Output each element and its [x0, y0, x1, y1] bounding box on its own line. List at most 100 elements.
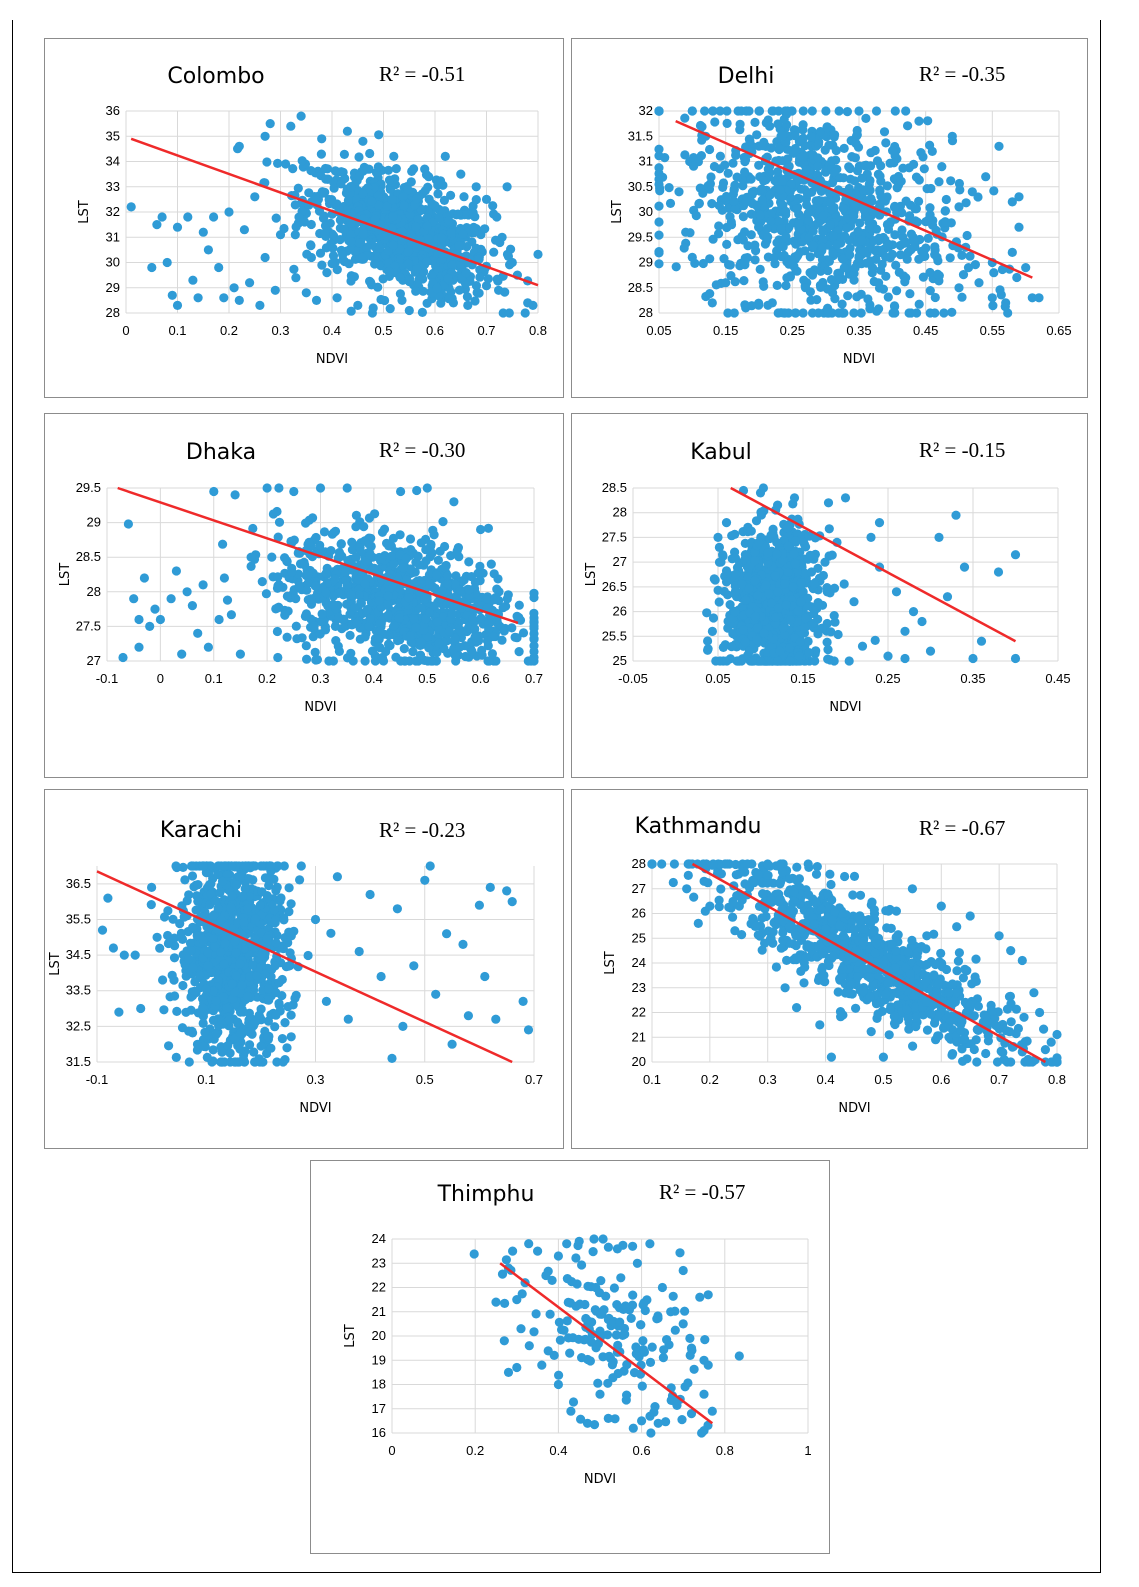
data-point	[946, 176, 956, 186]
y-tick-label: 30.5	[628, 179, 653, 194]
data-point	[332, 265, 342, 275]
data-point	[192, 931, 202, 941]
data-point	[790, 536, 800, 546]
data-point	[376, 294, 386, 305]
data-point	[959, 562, 970, 572]
data-point	[470, 632, 481, 642]
data-point	[654, 230, 664, 240]
data-point	[908, 607, 919, 617]
data-point	[828, 231, 839, 241]
data-point	[930, 308, 940, 318]
data-point	[900, 626, 910, 636]
data-point	[317, 260, 327, 270]
data-point	[746, 526, 756, 536]
data-point	[754, 106, 764, 116]
data-point	[458, 229, 468, 239]
data-point	[129, 594, 139, 604]
data-point	[1007, 197, 1017, 207]
data-point	[476, 524, 486, 535]
data-point	[405, 209, 415, 219]
data-point	[427, 199, 437, 209]
data-point	[265, 119, 275, 129]
data-point	[459, 192, 469, 202]
data-point	[955, 185, 965, 195]
data-point	[794, 651, 804, 661]
data-point	[346, 648, 356, 658]
data-point	[309, 621, 319, 631]
data-point	[206, 889, 216, 899]
data-point	[770, 571, 780, 581]
y-axis-label: LST	[584, 563, 599, 586]
data-point	[282, 591, 292, 601]
data-point	[398, 563, 408, 573]
data-point	[288, 164, 298, 174]
data-point	[235, 649, 245, 659]
data-point	[482, 636, 492, 646]
data-point	[354, 171, 364, 181]
data-point	[741, 595, 751, 605]
data-point	[145, 621, 155, 631]
data-point	[757, 141, 767, 151]
data-point	[803, 215, 814, 226]
data-point	[168, 914, 178, 924]
chart-title: Colombo	[167, 64, 264, 89]
data-point	[834, 106, 844, 116]
data-point	[901, 196, 911, 206]
data-point	[822, 123, 832, 133]
data-point	[186, 946, 196, 956]
data-point	[842, 223, 852, 233]
data-point	[230, 490, 240, 500]
data-point	[255, 300, 265, 310]
data-point	[327, 195, 337, 205]
data-point	[346, 306, 356, 316]
data-point	[349, 272, 359, 282]
data-point	[528, 300, 538, 310]
data-point	[705, 179, 715, 189]
data-point	[282, 632, 292, 642]
data-point	[341, 567, 351, 577]
y-tick-label: 26	[613, 604, 627, 619]
data-point	[362, 164, 373, 174]
data-point	[152, 220, 162, 230]
data-point	[968, 653, 978, 664]
trendline	[675, 119, 1033, 279]
data-point	[184, 1026, 194, 1036]
data-point	[264, 995, 274, 1005]
data-point	[733, 106, 743, 116]
data-point	[750, 117, 760, 127]
data-point	[808, 240, 818, 250]
data-point	[243, 991, 253, 1001]
data-point	[419, 625, 429, 635]
data-point	[823, 498, 834, 508]
data-point	[383, 610, 393, 620]
data-point	[195, 970, 205, 980]
data-point	[903, 247, 913, 257]
data-point	[413, 214, 423, 224]
y-tick-label: 31	[106, 229, 120, 244]
data-point	[754, 222, 764, 232]
data-point	[327, 258, 337, 269]
data-point	[825, 220, 835, 230]
data-point	[188, 963, 198, 973]
data-point	[291, 273, 301, 283]
data-point	[461, 268, 471, 278]
data-point	[419, 267, 429, 277]
data-point	[850, 153, 860, 163]
data-point	[763, 232, 773, 242]
data-point	[444, 626, 454, 636]
data-point	[805, 252, 815, 262]
data-point	[320, 228, 330, 238]
data-point	[359, 522, 369, 532]
data-point	[951, 510, 961, 520]
data-point	[857, 641, 868, 651]
data-point	[840, 493, 851, 503]
data-point	[317, 134, 327, 144]
data-point	[354, 590, 364, 600]
data-point	[166, 594, 176, 604]
data-point	[470, 624, 480, 634]
data-point	[937, 162, 947, 172]
data-point	[424, 578, 434, 589]
data-point	[752, 623, 763, 633]
data-point	[320, 625, 331, 635]
data-point	[426, 656, 436, 666]
